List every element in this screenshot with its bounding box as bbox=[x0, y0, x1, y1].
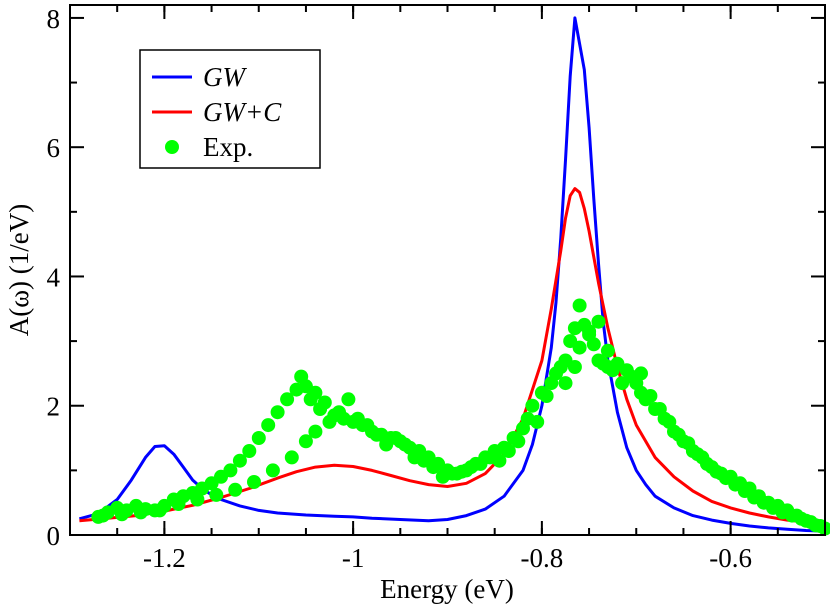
data-point-exp bbox=[242, 444, 257, 458]
data-point-exp bbox=[209, 487, 224, 502]
data-point-exp bbox=[558, 376, 573, 391]
data-point-exp bbox=[228, 482, 243, 497]
data-point-exp bbox=[298, 434, 313, 449]
data-point-exp bbox=[530, 414, 545, 429]
data-point-exp bbox=[369, 427, 384, 442]
y-tick-label: 8 bbox=[47, 4, 61, 34]
data-point-exp bbox=[511, 434, 526, 449]
data-point-exp bbox=[662, 414, 677, 429]
legend-label-exp: Exp. bbox=[203, 132, 253, 162]
data-point-exp bbox=[525, 398, 540, 413]
legend-marker-exp bbox=[165, 140, 179, 154]
data-point-exp bbox=[247, 475, 261, 489]
y-tick-label: 6 bbox=[47, 133, 61, 163]
ticks-layer: -1.2 -1 -0.8 -0.6 0 2 4 6 8 bbox=[47, 4, 826, 573]
data-point-exp bbox=[270, 405, 285, 420]
data-point-exp bbox=[341, 392, 356, 407]
data-point-exp bbox=[261, 418, 276, 433]
data-point-exp bbox=[223, 463, 238, 478]
data-point-exp bbox=[96, 508, 110, 523]
data-point-exp bbox=[600, 343, 615, 358]
data-point-exp bbox=[360, 418, 375, 433]
y-tick-label: 2 bbox=[47, 392, 61, 422]
y-tick-label: 4 bbox=[47, 262, 61, 292]
data-point-exp bbox=[265, 463, 280, 478]
data-point-exp bbox=[251, 431, 266, 445]
data-point-exp bbox=[308, 385, 323, 400]
y-axis-label: A(ω) (1/eV) bbox=[4, 204, 34, 336]
data-point-exp bbox=[232, 453, 247, 468]
x-tick-label: -0.8 bbox=[521, 543, 564, 573]
data-point-exp bbox=[690, 447, 705, 462]
data-point-exp bbox=[284, 450, 299, 465]
data-point-exp bbox=[567, 360, 582, 374]
data-point-exp bbox=[317, 395, 332, 410]
x-tick-label: -1 bbox=[342, 543, 365, 573]
data-point-exp bbox=[501, 444, 516, 458]
data-point-exp bbox=[652, 402, 667, 416]
data-point-exp bbox=[133, 505, 148, 520]
legend-label-gw: GW bbox=[203, 62, 247, 92]
data-point-exp bbox=[280, 392, 295, 407]
legend-label-gw-c: GW+C bbox=[203, 97, 282, 127]
data-point-exp bbox=[605, 363, 620, 378]
x-axis-label: Energy (eV) bbox=[380, 574, 514, 604]
data-point-exp bbox=[634, 366, 648, 381]
data-point-exp bbox=[582, 324, 597, 339]
data-point-exp bbox=[681, 436, 696, 451]
y-tick-label: 0 bbox=[47, 521, 61, 551]
data-point-exp bbox=[586, 337, 601, 352]
data-point-exp bbox=[700, 456, 714, 471]
data-point-exp bbox=[152, 503, 167, 518]
data-point-exp bbox=[308, 424, 323, 439]
x-tick-label: -0.6 bbox=[709, 543, 752, 573]
data-point-exp bbox=[171, 497, 186, 511]
data-point-exp bbox=[332, 405, 346, 420]
data-point-exp bbox=[813, 519, 828, 533]
data-point-exp bbox=[671, 427, 686, 442]
x-tick-label: -1.2 bbox=[143, 543, 186, 573]
data-point-exp bbox=[398, 437, 412, 452]
data-point-exp bbox=[572, 340, 587, 355]
data-point-exp bbox=[426, 460, 441, 475]
data-point-exp bbox=[114, 507, 129, 522]
legend: GW GW+C Exp. bbox=[139, 49, 321, 169]
data-point-exp bbox=[572, 298, 587, 313]
data-point-exp bbox=[591, 314, 606, 329]
data-point-exp bbox=[539, 389, 554, 403]
data-point-exp bbox=[190, 492, 205, 507]
data-point-exp bbox=[322, 414, 337, 429]
series-line-gw-c bbox=[79, 187, 826, 525]
data-point-exp bbox=[492, 453, 507, 468]
series-layer bbox=[79, 16, 830, 536]
data-point-exp bbox=[643, 389, 658, 403]
